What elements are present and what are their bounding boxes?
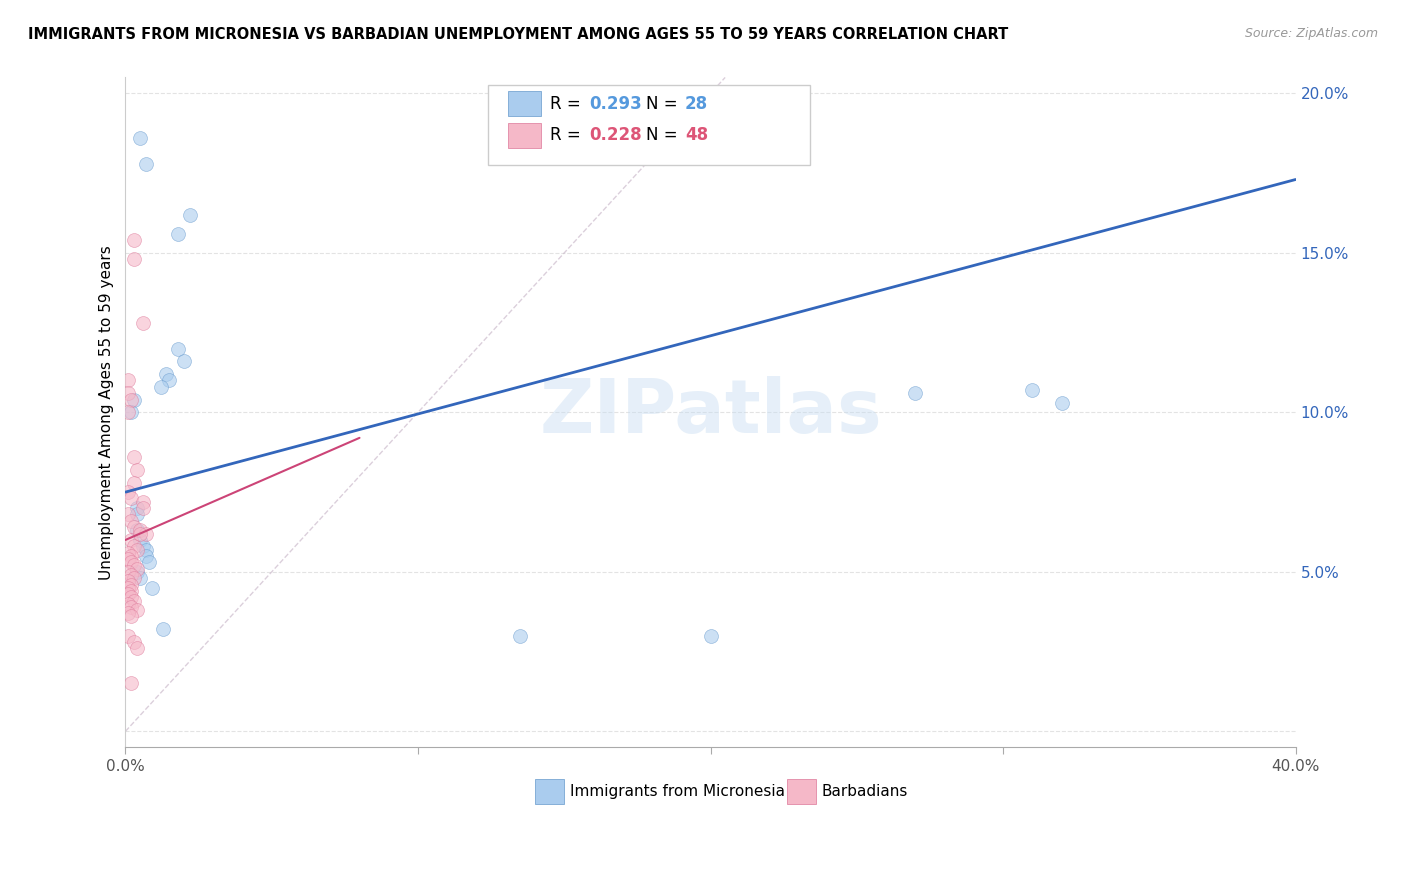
Point <box>129 131 152 145</box>
Point <box>179 208 201 222</box>
Point <box>157 374 180 388</box>
Bar <box>508 91 541 116</box>
Point <box>117 485 139 500</box>
Text: Barbadians: Barbadians <box>821 784 908 799</box>
Point <box>173 354 195 368</box>
Text: Immigrants from Micronesia: Immigrants from Micronesia <box>569 784 785 799</box>
Point <box>132 316 155 330</box>
Point <box>141 581 163 595</box>
Point <box>127 542 149 557</box>
Text: 0.228: 0.228 <box>589 127 641 145</box>
Point <box>149 380 172 394</box>
Point <box>127 508 149 522</box>
Point <box>122 475 145 490</box>
Bar <box>536 779 564 805</box>
Text: ZIPatlas: ZIPatlas <box>540 376 882 449</box>
Text: Source: ZipAtlas.com: Source: ZipAtlas.com <box>1244 27 1378 40</box>
Point <box>122 593 145 607</box>
Point <box>127 561 149 575</box>
Point <box>129 524 152 538</box>
Point <box>122 520 145 534</box>
Point <box>122 233 145 247</box>
Point <box>129 526 152 541</box>
Bar <box>786 779 815 805</box>
Y-axis label: Unemployment Among Ages 55 to 59 years: Unemployment Among Ages 55 to 59 years <box>100 245 114 580</box>
Point <box>117 374 139 388</box>
Point <box>120 405 142 419</box>
Point <box>167 227 190 241</box>
Point <box>117 597 139 611</box>
Point <box>132 501 155 516</box>
Point <box>120 549 142 563</box>
Point <box>127 565 149 579</box>
Point <box>132 539 155 553</box>
Point <box>120 584 142 599</box>
Point <box>117 581 139 595</box>
Point <box>509 629 531 643</box>
Point <box>167 342 190 356</box>
Point <box>127 524 149 538</box>
Point <box>122 635 145 649</box>
Point <box>135 526 157 541</box>
Point <box>120 514 142 528</box>
Point <box>117 607 139 621</box>
Point <box>132 494 155 508</box>
Point <box>117 587 139 601</box>
Point <box>699 629 721 643</box>
Point <box>117 386 139 401</box>
Text: R =: R = <box>550 95 586 112</box>
Text: 48: 48 <box>685 127 707 145</box>
Point <box>127 641 149 656</box>
Point <box>120 533 142 547</box>
Point <box>120 599 142 614</box>
Text: N =: N = <box>647 95 683 112</box>
Text: IMMIGRANTS FROM MICRONESIA VS BARBADIAN UNEMPLOYMENT AMONG AGES 55 TO 59 YEARS C: IMMIGRANTS FROM MICRONESIA VS BARBADIAN … <box>28 27 1008 42</box>
Text: N =: N = <box>647 127 683 145</box>
Point <box>122 539 145 553</box>
Point <box>122 450 145 464</box>
Point <box>120 676 142 690</box>
Point <box>117 508 139 522</box>
Text: 28: 28 <box>685 95 707 112</box>
Bar <box>508 123 541 148</box>
Point <box>117 552 139 566</box>
Point <box>127 463 149 477</box>
Point <box>120 609 142 624</box>
Point <box>1050 396 1073 410</box>
Text: R =: R = <box>550 127 586 145</box>
Point <box>120 577 142 591</box>
Point <box>904 386 927 401</box>
Point <box>135 542 157 557</box>
Point <box>122 252 145 267</box>
Point <box>127 501 149 516</box>
Point <box>120 491 142 506</box>
Point <box>138 555 160 569</box>
Point <box>120 555 142 569</box>
Point <box>117 565 139 579</box>
Point <box>120 568 142 582</box>
Point <box>117 405 139 419</box>
Point <box>120 591 142 605</box>
Point <box>129 571 152 585</box>
Point <box>122 571 145 585</box>
FancyBboxPatch shape <box>488 86 810 164</box>
Point <box>122 392 145 407</box>
Point <box>117 629 139 643</box>
Point <box>122 558 145 573</box>
Point <box>152 622 174 636</box>
Point <box>155 367 177 381</box>
Point <box>117 546 139 560</box>
Point <box>135 156 157 170</box>
Point <box>135 549 157 563</box>
Point <box>120 392 142 407</box>
Text: 0.293: 0.293 <box>589 95 641 112</box>
Point <box>127 603 149 617</box>
Point <box>117 574 139 589</box>
Point <box>1021 383 1043 397</box>
Point <box>129 533 152 547</box>
